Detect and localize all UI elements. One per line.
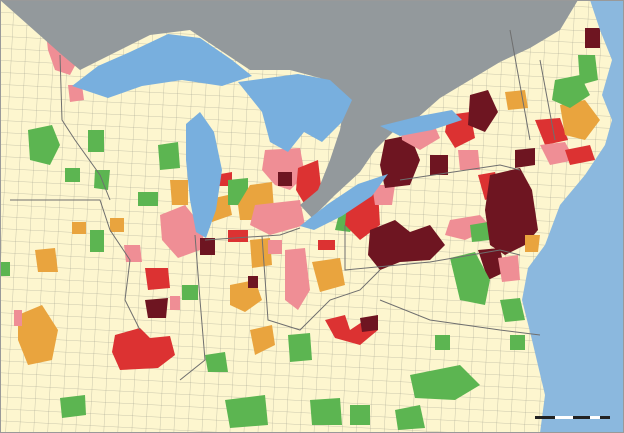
- lake-superior: [72, 34, 252, 98]
- state-borders: [10, 29, 556, 381]
- county: [372, 185, 395, 205]
- county: [138, 192, 158, 206]
- county: [60, 395, 86, 418]
- canada: [0, 0, 578, 218]
- county: [430, 155, 448, 175]
- county: [380, 135, 420, 188]
- county: [248, 276, 258, 288]
- county: [124, 245, 142, 262]
- county: [360, 315, 378, 332]
- state-border: [261, 235, 381, 331]
- county: [285, 248, 310, 310]
- county: [478, 248, 505, 280]
- county: [350, 405, 370, 425]
- county: [445, 215, 492, 240]
- county: [28, 125, 60, 165]
- scale-bar-segment: [590, 416, 600, 419]
- county: [470, 222, 490, 242]
- county: [458, 150, 480, 170]
- county: [578, 55, 598, 85]
- state-border: [59, 54, 111, 201]
- county: [310, 398, 342, 425]
- county: [468, 90, 498, 132]
- county: [585, 28, 600, 48]
- state-border: [204, 227, 301, 241]
- scale-bar-segment: [555, 416, 573, 419]
- lake-michigan: [186, 112, 222, 238]
- county: [278, 172, 292, 186]
- county: [65, 168, 80, 182]
- county: [540, 142, 575, 165]
- county: [200, 238, 215, 255]
- state-border: [344, 225, 521, 271]
- county: [435, 335, 450, 350]
- county: [170, 180, 188, 205]
- county: [450, 252, 490, 305]
- county: [18, 305, 58, 365]
- county: [318, 240, 335, 250]
- lake-erie: [300, 174, 388, 230]
- county: [250, 325, 275, 355]
- county: [312, 258, 345, 292]
- county: [250, 238, 272, 268]
- county: [500, 298, 525, 322]
- ocean: [522, 0, 624, 433]
- county: [288, 333, 312, 362]
- county: [72, 222, 86, 234]
- county: [14, 310, 22, 326]
- scale-bar: [535, 416, 610, 419]
- county: [228, 230, 248, 242]
- county: [35, 248, 58, 272]
- county: [110, 218, 124, 232]
- county: [225, 395, 268, 428]
- county: [410, 365, 480, 400]
- county: [145, 268, 170, 290]
- county: [145, 298, 168, 318]
- state-border: [379, 299, 541, 336]
- county: [485, 168, 538, 255]
- county: [368, 220, 445, 270]
- county: [205, 352, 228, 372]
- county: [498, 255, 520, 282]
- county: [268, 240, 282, 254]
- county: [510, 335, 525, 350]
- county: [565, 145, 595, 165]
- county: [88, 130, 104, 152]
- county: [250, 200, 305, 235]
- great-lakes: [72, 34, 462, 238]
- lake-ontario: [380, 110, 462, 136]
- county: [505, 90, 528, 110]
- county: [560, 100, 600, 140]
- lake-huron: [238, 74, 352, 152]
- county: [395, 405, 425, 430]
- state-border: [399, 164, 521, 181]
- county: [0, 262, 10, 276]
- county: [112, 328, 175, 370]
- county: [515, 148, 535, 168]
- county: [525, 235, 540, 252]
- county: [90, 230, 104, 252]
- county-highlights: [0, 25, 600, 430]
- county: [68, 85, 84, 102]
- county: [535, 118, 568, 145]
- county: [158, 142, 180, 170]
- state-border: [10, 199, 141, 331]
- county: [262, 148, 305, 190]
- county: [182, 285, 198, 300]
- county: [170, 296, 180, 310]
- state-border: [509, 29, 556, 141]
- state-border: [179, 234, 206, 381]
